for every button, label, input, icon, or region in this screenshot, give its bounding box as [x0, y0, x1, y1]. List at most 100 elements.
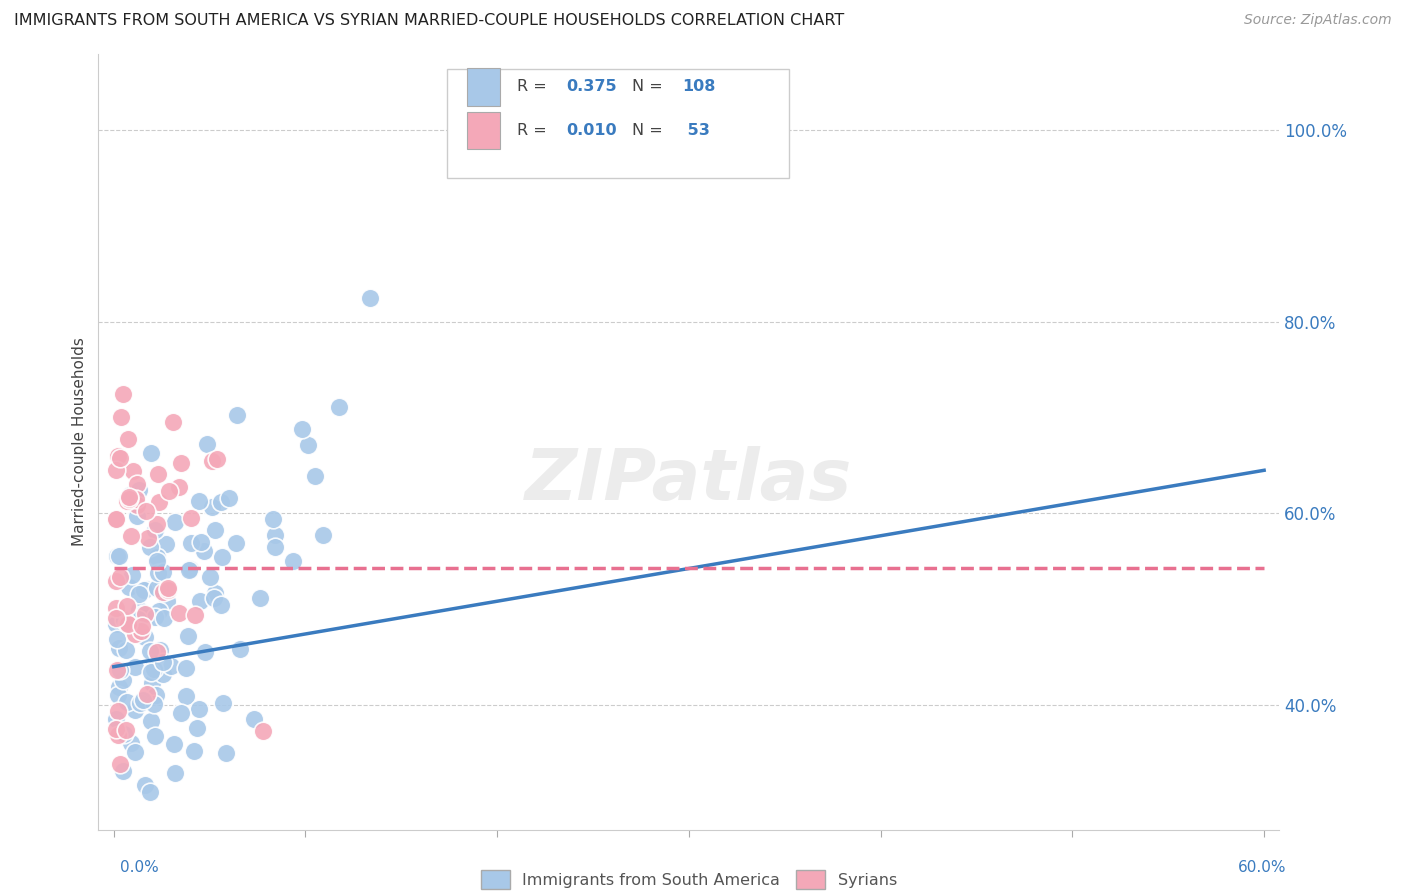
Point: [134, 778, 156, 792]
Point: [195, 437, 218, 451]
Point: [359, 291, 381, 305]
Point: [304, 468, 326, 483]
Point: [186, 721, 208, 735]
Point: [205, 451, 228, 466]
Point: [146, 645, 169, 659]
Point: [179, 562, 201, 576]
Point: [104, 462, 127, 476]
Point: [115, 494, 138, 508]
Point: [138, 643, 160, 657]
Point: [118, 490, 141, 504]
Point: [128, 587, 150, 601]
Point: [242, 712, 264, 726]
Point: [170, 456, 193, 470]
Point: [105, 611, 128, 625]
Point: [156, 594, 179, 608]
Y-axis label: Married-couple Households: Married-couple Households: [72, 337, 87, 546]
Point: [180, 536, 202, 550]
Point: [115, 616, 138, 631]
Point: [104, 616, 127, 631]
Point: [146, 516, 169, 531]
Point: [165, 765, 187, 780]
Point: [194, 645, 217, 659]
Point: [135, 688, 157, 702]
Point: [187, 494, 209, 508]
Point: [105, 632, 128, 646]
Text: ZIPatlas: ZIPatlas: [526, 446, 852, 515]
Point: [115, 599, 138, 613]
Point: [108, 450, 131, 465]
Point: [114, 723, 136, 737]
Point: [157, 484, 180, 499]
Point: [131, 694, 153, 708]
Point: [112, 387, 135, 401]
Point: [215, 746, 238, 760]
Point: [152, 666, 174, 681]
Point: [125, 491, 148, 506]
Point: [141, 445, 163, 459]
Point: [198, 570, 221, 584]
Point: [311, 528, 333, 542]
Point: [148, 467, 170, 481]
Point: [174, 689, 197, 703]
Point: [290, 422, 312, 436]
Text: 0.375: 0.375: [567, 79, 617, 95]
Text: 53: 53: [682, 123, 710, 138]
Point: [201, 453, 224, 467]
Point: [110, 663, 132, 677]
Point: [124, 703, 146, 717]
Text: IMMIGRANTS FROM SOUTH AMERICA VS SYRIAN MARRIED-COUPLE HOUSEHOLDS CORRELATION CH: IMMIGRANTS FROM SOUTH AMERICA VS SYRIAN …: [14, 13, 845, 29]
Point: [184, 608, 207, 623]
Point: [139, 714, 162, 729]
Point: [110, 409, 132, 424]
Point: [134, 582, 156, 597]
Point: [249, 591, 271, 606]
Text: R =: R =: [516, 79, 551, 95]
Point: [104, 574, 127, 588]
Point: [132, 607, 155, 622]
Point: [201, 500, 224, 514]
Point: [124, 627, 146, 641]
Point: [134, 607, 156, 621]
Point: [149, 642, 172, 657]
Point: [121, 464, 143, 478]
Bar: [467, 69, 501, 105]
Point: [145, 523, 167, 537]
Point: [218, 491, 240, 506]
Point: [107, 705, 129, 719]
Point: [146, 554, 169, 568]
Text: N =: N =: [633, 79, 668, 95]
Point: [188, 702, 211, 716]
Text: 60.0%: 60.0%: [1239, 860, 1286, 874]
Point: [177, 630, 200, 644]
Point: [283, 554, 305, 568]
Point: [152, 565, 174, 579]
Point: [188, 593, 211, 607]
Point: [120, 736, 142, 750]
Text: Source: ZipAtlas.com: Source: ZipAtlas.com: [1244, 13, 1392, 28]
Point: [136, 531, 159, 545]
Point: [264, 528, 287, 542]
Point: [105, 512, 128, 526]
Point: [143, 662, 166, 676]
Point: [152, 584, 174, 599]
Point: [115, 695, 138, 709]
Point: [108, 640, 131, 655]
Point: [252, 724, 274, 739]
Point: [179, 563, 201, 577]
Point: [143, 729, 166, 743]
Point: [132, 692, 155, 706]
Text: 108: 108: [682, 79, 716, 95]
Point: [162, 415, 184, 429]
Point: [143, 610, 166, 624]
Point: [180, 511, 202, 525]
Point: [117, 617, 139, 632]
Point: [112, 727, 135, 741]
Point: [204, 524, 226, 538]
Point: [139, 665, 162, 679]
Point: [124, 745, 146, 759]
Point: [128, 603, 150, 617]
Point: [114, 614, 136, 628]
Point: [112, 764, 135, 778]
Point: [107, 549, 129, 563]
